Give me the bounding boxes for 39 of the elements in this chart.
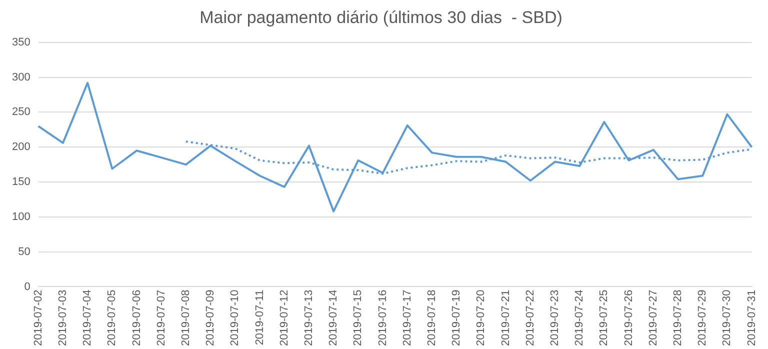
x-tick-label: 2019-07-31 <box>746 290 758 346</box>
y-tick-label: 0 <box>24 280 30 293</box>
x-tick-label: 2019-07-21 <box>500 290 512 346</box>
x-tick-label: 2019-07-18 <box>426 290 438 346</box>
x-tick-label: 2019-07-12 <box>278 290 290 346</box>
x-tick-label: 2019-07-10 <box>229 290 242 346</box>
x-tick-label: 2019-07-11 <box>254 290 266 346</box>
x-tick-label: 2019-07-08 <box>180 290 192 346</box>
x-tick-label: 2019-07-20 <box>475 290 488 346</box>
x-tick-label: 2019-07-13 <box>303 290 315 346</box>
x-tick-label: 2019-07-26 <box>622 290 635 346</box>
x-tick-label: 2019-07-17 <box>401 290 414 346</box>
x-tick-label: 2019-07-14 <box>328 290 340 346</box>
x-tick-label: 2019-07-04 <box>82 290 94 346</box>
x-tick-label: 2019-07-27 <box>647 290 660 346</box>
x-tick-label: 2019-07-23 <box>549 290 562 346</box>
x-tick-label: 2019-07-07 <box>155 290 168 346</box>
y-tick-label: 300 <box>12 71 30 84</box>
x-tick-label: 2019-07-24 <box>574 290 586 346</box>
y-tick-label: 50 <box>18 246 30 258</box>
x-tick-label: 2019-07-06 <box>130 290 143 346</box>
y-tick-label: 250 <box>12 106 30 118</box>
x-tick-label: 2019-07-09 <box>204 290 217 346</box>
x-tick-label: 2019-07-22 <box>524 290 536 346</box>
x-tick-label: 2019-07-25 <box>598 290 610 346</box>
x-tick-label: 2019-07-28 <box>672 290 684 346</box>
x-tick-label: 2019-07-05 <box>106 290 118 346</box>
y-tick-label: 200 <box>12 141 30 154</box>
y-tick-label: 150 <box>12 176 30 188</box>
x-tick-label: 2019-07-02 <box>32 290 44 346</box>
x-tick-label: 2019-07-16 <box>376 290 389 346</box>
chart-title: Maior pagamento diário (últimos 30 dias - SBD) <box>200 8 562 27</box>
x-tick-label: 2019-07-15 <box>352 290 364 346</box>
y-tick-label: 350 <box>12 36 30 48</box>
y-tick-label: 100 <box>12 210 30 223</box>
x-tick-label: 2019-07-30 <box>721 290 734 346</box>
x-tick-label: 2019-07-29 <box>696 290 709 346</box>
x-tick-label: 2019-07-03 <box>56 290 69 346</box>
x-tick-label: 2019-07-19 <box>450 290 463 346</box>
